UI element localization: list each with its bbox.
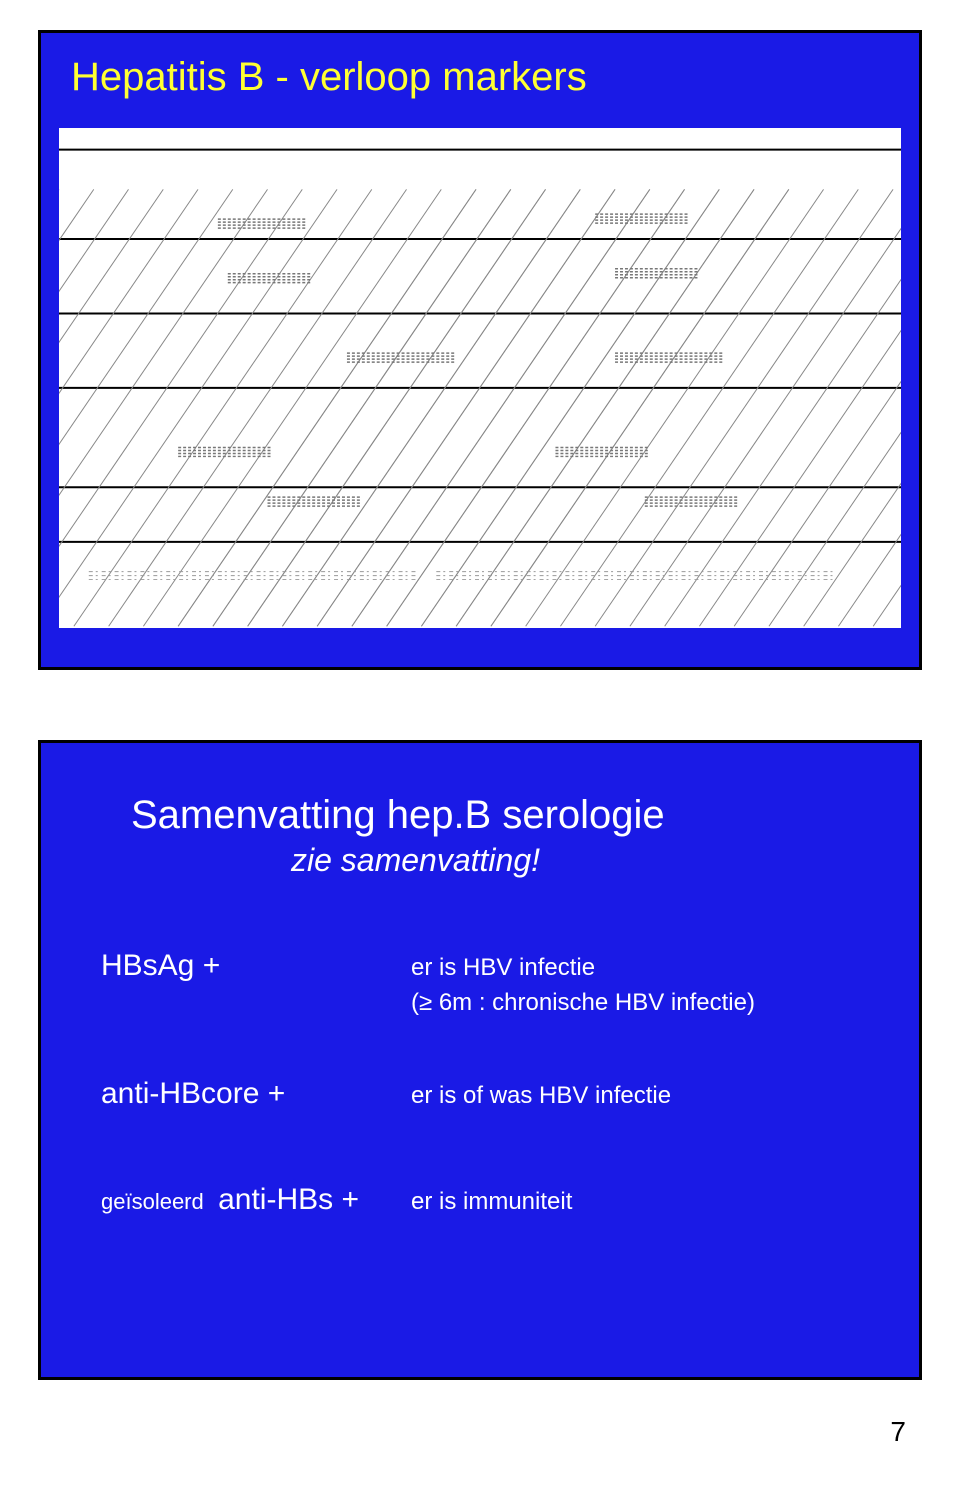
row-term: anti-HBcore + (101, 1077, 411, 1111)
page-number: 7 (890, 1416, 906, 1448)
row-desc: er is immuniteit (411, 1188, 572, 1216)
row-term-main: anti-HBs + (218, 1183, 359, 1216)
serology-row-antihbs: geïsoleerd anti-HBs + er is immuniteit (101, 1183, 889, 1217)
row-desc: er is of was HBV infectie (411, 1082, 671, 1110)
slide-1-title: Hepatitis B - verloop markers (41, 33, 919, 108)
slide-1: Hepatitis B - verloop markers (38, 30, 922, 670)
slide-2-title: Samenvatting hep.B serologie (41, 743, 919, 838)
row-term: geïsoleerd anti-HBs + (101, 1183, 411, 1217)
slide-2-subtitle: zie samenvatting! (41, 838, 919, 879)
row-prefix: geïsoleerd (101, 1189, 204, 1214)
row-subdesc: (≥ 6m : chronische HBV infectie) (101, 989, 889, 1017)
chart-area (59, 128, 901, 628)
row-term: HBsAg + (101, 949, 411, 983)
chart-svg (59, 128, 901, 628)
slide-2-body: HBsAg + er is HBV infectie (≥ 6m : chron… (41, 879, 919, 1217)
serology-row-hbsag: HBsAg + er is HBV infectie (101, 949, 889, 983)
row-desc: er is HBV infectie (411, 954, 595, 982)
slide-2: Samenvatting hep.B serologie zie samenva… (38, 740, 922, 1380)
serology-row-antihbcore: anti-HBcore + er is of was HBV infectie (101, 1077, 889, 1111)
